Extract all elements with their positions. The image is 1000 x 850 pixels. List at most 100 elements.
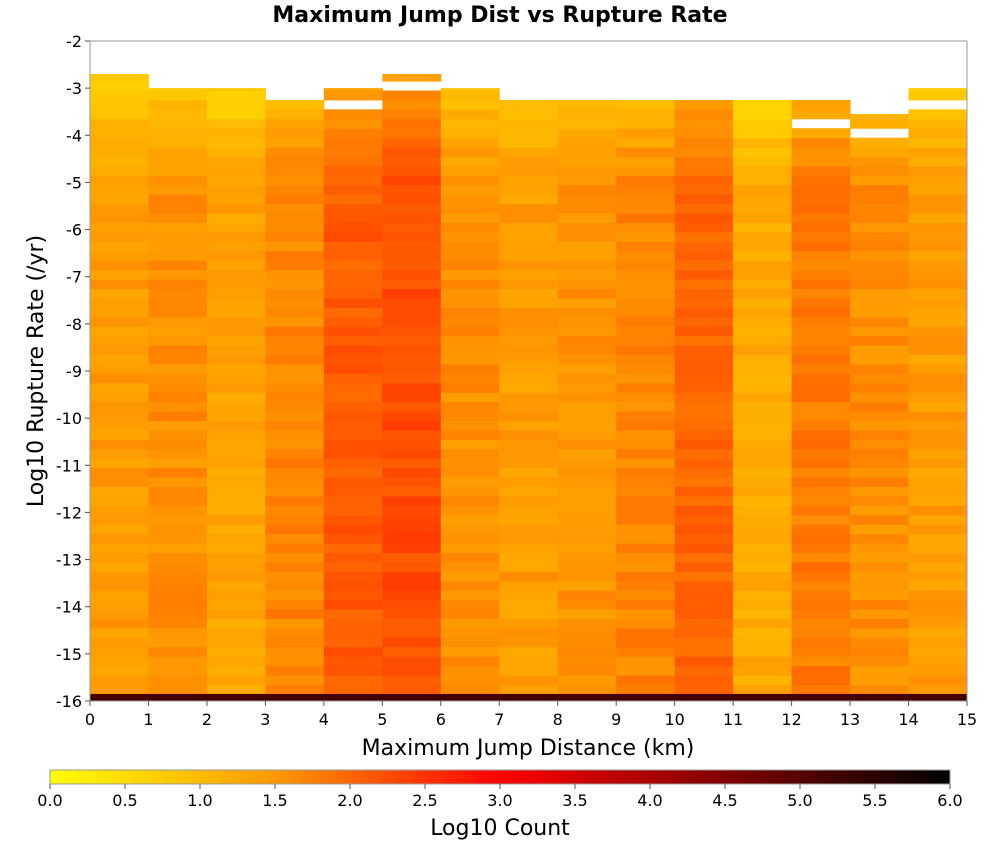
heatmap-cell [557,439,617,450]
heatmap-cell [674,363,734,374]
heatmap-cell [850,279,910,289]
heatmap-cell [90,684,149,695]
heatmap-cell [557,477,617,487]
heatmap-cell [440,543,500,553]
heatmap-cell [557,675,617,685]
heatmap-cell [557,665,617,676]
heatmap-cell [908,458,968,469]
heatmap-cell [323,627,383,638]
heatmap-cell [206,137,266,148]
heatmap-cell [265,128,325,139]
heatmap-cell [616,420,676,431]
colorbar-ticks: 0.0 0.5 1.0 1.5 2.0 2.5 3.0 3.5 4.0 4.5 5.0 5.5 6.0 [37,784,963,810]
heatmap-cell [733,552,793,563]
heatmap-cell [90,495,149,506]
heatmap-cell [557,307,617,318]
heatmap-cell [616,392,676,403]
heatmap-cell [440,156,500,167]
heatmap-cell [148,184,208,195]
heatmap-cell [791,297,851,308]
heatmap-cell [616,486,676,497]
heatmap-cell [557,231,617,242]
heatmap-cell [440,279,500,289]
heatmap-cell [557,429,617,440]
heatmap-cell [674,373,734,384]
heatmap-cell [148,561,208,572]
heatmap-cell [90,448,149,459]
heatmap-cell [791,618,851,629]
heatmap-cell [557,543,617,553]
heatmap-cell [616,137,676,148]
heatmap-cell [382,675,442,685]
heatmap-cell [791,533,851,544]
heatmap-cell [90,345,149,355]
heatmap-cell [206,656,266,667]
heatmap-cell [148,203,208,214]
y-tick-label: -11 [56,456,82,475]
heatmap-cell [733,203,793,214]
heatmap-cell [908,326,968,337]
heatmap-cell [616,448,676,459]
heatmap-cell [557,147,617,157]
heatmap-cell [908,448,968,459]
heatmap-cell [323,467,383,478]
heatmap-cell [206,637,266,648]
heatmap-cell [733,467,793,478]
heatmap-cell [382,99,442,110]
heatmap-cell [733,128,793,139]
heatmap-cell [265,345,325,355]
heatmap-cell [733,184,793,195]
heatmap-cell [499,279,559,289]
heatmap-cell [616,477,676,487]
heatmap-cell [382,156,442,167]
heatmap-cell [265,411,325,421]
heatmap-cell [265,231,325,242]
heatmap-cell [90,618,149,629]
heatmap-cell [499,354,559,365]
heatmap-cell [616,147,676,157]
heatmap-cell [382,514,442,525]
heatmap-cell [674,533,734,544]
heatmap-cell [791,392,851,403]
heatmap-cell [499,345,559,355]
heatmap-cell [557,571,617,582]
heatmap-cell [850,448,910,459]
x-tick-label: 14 [898,710,918,729]
heatmap-cell [265,269,325,280]
heatmap-cell [90,401,149,412]
heatmap-cell [499,429,559,440]
heatmap-cell [674,288,734,299]
heatmap-cell [206,307,266,318]
heatmap-cell [850,646,910,657]
heatmap-cell [206,88,266,91]
heatmap-cell [90,165,149,176]
heatmap-cell [850,543,910,553]
heatmap-cell [674,184,734,195]
heatmap-cell [440,439,500,450]
heatmap-cell [733,684,793,695]
heatmap-cell [499,335,559,346]
heatmap-cell [557,288,617,299]
heatmap-cell [440,109,500,120]
heatmap-cell [148,467,208,478]
heatmap-cell [557,599,617,610]
heatmap-cell [791,279,851,289]
heatmap-cell [557,609,617,619]
heatmap-cell [440,514,500,525]
heatmap-cell [791,580,851,591]
heatmap-cell [382,222,442,233]
heatmap-cell [733,316,793,327]
heatmap-cell [90,297,149,308]
heatmap-cell [382,307,442,318]
heatmap-cell [791,439,851,450]
heatmap-cell [850,618,910,629]
heatmap-cell [850,326,910,337]
heatmap-cell [733,382,793,393]
heatmap-cell [382,363,442,374]
heatmap-cell [791,147,851,157]
x-tick-label: 1 [143,710,153,729]
heatmap-cell [908,269,968,280]
heatmap-cell [616,590,676,601]
heatmap-cell [206,260,266,271]
heatmap-cell [674,656,734,667]
